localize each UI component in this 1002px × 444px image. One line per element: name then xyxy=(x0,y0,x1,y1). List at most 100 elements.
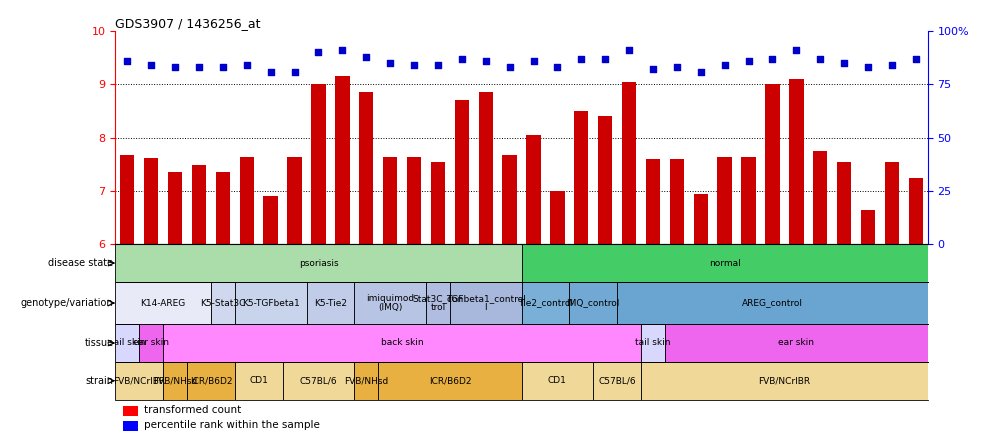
Bar xyxy=(836,162,851,244)
Bar xyxy=(521,244,927,282)
Bar xyxy=(115,324,139,362)
Point xyxy=(644,66,660,73)
Bar xyxy=(908,178,922,244)
Text: K5-Stat3C: K5-Stat3C xyxy=(200,298,245,308)
Bar xyxy=(664,324,927,362)
Bar xyxy=(378,362,521,400)
Point xyxy=(501,64,517,71)
Text: transformed count: transformed count xyxy=(143,404,240,415)
Bar xyxy=(478,92,492,244)
Text: AREG_control: AREG_control xyxy=(741,298,803,308)
Bar xyxy=(186,362,234,400)
Bar xyxy=(430,162,445,244)
Point xyxy=(334,47,350,54)
Text: C57BL/6: C57BL/6 xyxy=(598,376,635,385)
Text: tail skin: tail skin xyxy=(109,338,145,348)
Bar xyxy=(454,100,469,244)
Point xyxy=(238,62,255,69)
Bar xyxy=(569,282,616,324)
Bar xyxy=(789,79,803,244)
Point xyxy=(406,62,422,69)
Point xyxy=(453,55,469,62)
Bar xyxy=(239,157,254,244)
Bar xyxy=(163,324,640,362)
Bar xyxy=(740,157,755,244)
Bar xyxy=(139,324,163,362)
Bar xyxy=(716,157,731,244)
Bar xyxy=(264,196,278,244)
Point xyxy=(190,64,206,71)
Point xyxy=(836,59,852,67)
Point xyxy=(907,55,923,62)
Bar xyxy=(167,172,182,244)
Bar xyxy=(526,135,540,244)
Point xyxy=(477,57,493,64)
Point xyxy=(812,55,828,62)
Text: Tie2_control: Tie2_control xyxy=(517,298,572,308)
Bar xyxy=(502,155,516,244)
Bar xyxy=(616,282,927,324)
Text: FVB/NHsd: FVB/NHsd xyxy=(344,376,388,385)
Text: tissue: tissue xyxy=(84,338,113,348)
Text: ICR/B6D2: ICR/B6D2 xyxy=(189,376,231,385)
Text: normal: normal xyxy=(708,258,739,268)
Bar xyxy=(621,82,635,244)
Bar xyxy=(234,362,283,400)
Point xyxy=(883,62,899,69)
Point xyxy=(430,62,446,69)
Bar xyxy=(550,191,564,244)
Bar xyxy=(860,210,875,244)
Point xyxy=(382,59,398,67)
Bar xyxy=(123,406,138,416)
Bar xyxy=(407,157,421,244)
Point xyxy=(311,49,327,56)
Text: ICR/B6D2: ICR/B6D2 xyxy=(428,376,471,385)
Bar xyxy=(813,151,827,244)
Text: IMQ_control: IMQ_control xyxy=(566,298,619,308)
Point xyxy=(764,55,780,62)
Text: C57BL/6: C57BL/6 xyxy=(300,376,337,385)
Bar xyxy=(640,362,927,400)
Point xyxy=(739,57,756,64)
Point xyxy=(525,57,541,64)
Bar xyxy=(115,282,210,324)
Bar xyxy=(307,282,354,324)
Text: genotype/variation: genotype/variation xyxy=(21,298,113,308)
Bar xyxy=(123,421,138,431)
Text: GDS3907 / 1436256_at: GDS3907 / 1436256_at xyxy=(115,17,261,30)
Text: back skin: back skin xyxy=(381,338,423,348)
Bar xyxy=(191,165,206,244)
Bar xyxy=(450,282,521,324)
Bar xyxy=(215,172,229,244)
Bar xyxy=(283,362,354,400)
Text: K5-TGFbeta1: K5-TGFbeta1 xyxy=(241,298,300,308)
Text: ear skin: ear skin xyxy=(778,338,814,348)
Text: ear skin: ear skin xyxy=(133,338,169,348)
Point xyxy=(119,57,135,64)
Bar xyxy=(597,116,612,244)
Bar xyxy=(592,362,640,400)
Text: strain: strain xyxy=(85,376,113,386)
Bar xyxy=(354,362,378,400)
Text: disease state: disease state xyxy=(48,258,113,268)
Point xyxy=(859,64,875,71)
Point xyxy=(788,47,804,54)
Text: imiquimod
(IMQ): imiquimod (IMQ) xyxy=(366,294,414,312)
Bar xyxy=(234,282,307,324)
Text: psoriasis: psoriasis xyxy=(299,258,338,268)
Text: Stat3C_con
trol: Stat3C_con trol xyxy=(412,294,463,312)
Bar xyxy=(210,282,234,324)
Text: CD1: CD1 xyxy=(547,376,566,385)
Point xyxy=(549,64,565,71)
Bar xyxy=(335,76,349,244)
Bar xyxy=(311,84,326,244)
Text: percentile rank within the sample: percentile rank within the sample xyxy=(143,420,320,430)
Point xyxy=(358,53,374,60)
Point xyxy=(692,68,708,75)
Point xyxy=(668,64,684,71)
Bar xyxy=(144,158,158,244)
Bar xyxy=(120,155,134,244)
Bar xyxy=(426,282,450,324)
Text: FVB/NCrIBR: FVB/NCrIBR xyxy=(758,376,810,385)
Bar xyxy=(669,159,683,244)
